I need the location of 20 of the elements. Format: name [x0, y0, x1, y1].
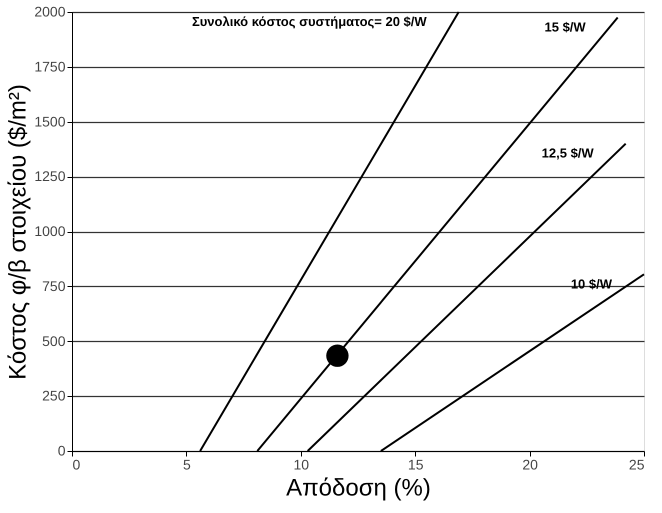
y-tick-label: 2000	[34, 4, 66, 20]
y-tick-label: 1250	[34, 168, 66, 184]
x-tick-label: 10	[294, 456, 310, 472]
series-label: 15 $/W	[544, 19, 586, 34]
x-tick-label: 5	[183, 456, 191, 472]
y-tick-label: 1500	[34, 113, 66, 130]
x-tick-label: 20	[522, 456, 538, 472]
series-label: 12,5 $/W	[542, 146, 594, 161]
x-tick-label: 0	[72, 456, 80, 472]
y-tick-label: 500	[42, 332, 66, 349]
series-label: Συνολικό κόστος συστήματος= 20 $/W	[192, 14, 428, 29]
y-tick-label: 0	[58, 442, 66, 458]
x-tick-label: 15	[408, 456, 424, 472]
y-tick-label: 1750	[34, 58, 66, 74]
x-tick-label: 25	[628, 456, 645, 472]
y-tick-label: 1000	[34, 223, 66, 239]
x-axis-title: Απόδοση (%)	[286, 474, 431, 502]
y-tick-label: 250	[42, 388, 66, 404]
y-tick-label: 750	[42, 278, 66, 294]
y-axis-title: Κόστος φ/β στοιχείου ($/m²)	[4, 84, 32, 380]
